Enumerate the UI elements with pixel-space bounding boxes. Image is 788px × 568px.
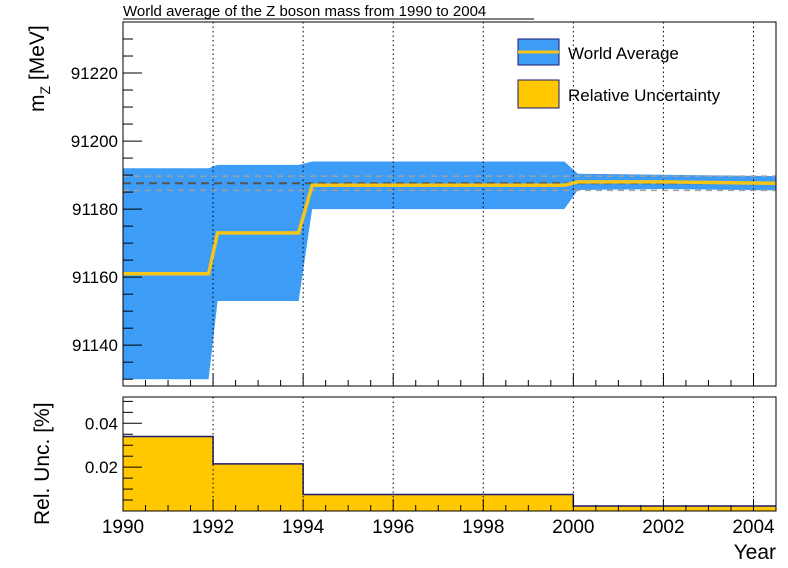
top-y-tick-label-91220: 91220 <box>71 64 118 83</box>
legend-label-world-average: World Average <box>568 44 679 63</box>
top-plot-frame <box>122 21 777 387</box>
bottom-y-ticks: 0.02 0.04 <box>85 400 142 501</box>
y-axis-unit: [MeV] <box>26 25 49 86</box>
world-average-line <box>123 180 777 276</box>
bottom-panel: 0.02 0.04 1990 1992 1994 1996 1998 2000 2002 200… <box>31 396 777 564</box>
relative-uncertainty-area <box>123 436 776 511</box>
x-tick-label-1996: 1996 <box>372 517 414 538</box>
world-average-line-group <box>123 180 777 276</box>
bottom-y-axis-title: Rel. Unc. [%] <box>31 402 54 525</box>
bottom-y-tick-label-0.04: 0.04 <box>85 414 118 433</box>
top-panel: 91140 91160 91180 91200 91220 World average … <box>26 3 777 387</box>
world-average-band-group <box>123 161 776 380</box>
top-y-tick-label-91180: 91180 <box>72 200 118 219</box>
world-average-uncertainty-band <box>123 161 776 380</box>
x-tick-label-1998: 1998 <box>462 517 504 538</box>
legend: World Average Relative Uncertainty <box>517 38 721 109</box>
chart-title: World average of the Z boson mass from 1… <box>123 3 486 20</box>
bottom-x-ticks: 1990 1992 1994 1996 1998 2000 2002 2004 <box>102 499 777 538</box>
x-tick-label-2000: 2000 <box>552 517 594 538</box>
top-y-tick-label-91200: 91200 <box>71 132 118 151</box>
y-axis-subscript: Z <box>37 86 53 95</box>
x-axis-title: Year <box>734 541 776 564</box>
x-tick-label-1992: 1992 <box>192 517 234 538</box>
bottom-plot-frame <box>122 396 777 512</box>
top-x-ticks <box>122 374 777 386</box>
x-tick-label-1990: 1990 <box>102 517 144 538</box>
bottom-grid-lines <box>212 397 754 511</box>
x-tick-label-2004: 2004 <box>732 517 775 538</box>
top-y-axis-title: mZ [MeV] <box>26 25 53 112</box>
top-y-tick-label-91140: 91140 <box>72 336 118 355</box>
reference-band-lines <box>123 175 776 192</box>
top-y-tick-label-91160: 91160 <box>72 268 118 287</box>
x-tick-label-2002: 2002 <box>642 517 684 538</box>
bottom-y-tick-label-0.02: 0.02 <box>85 458 118 477</box>
y-axis-symbol: m <box>26 95 49 113</box>
legend-swatch-relative-uncertainty <box>517 79 560 109</box>
x-tick-label-1994: 1994 <box>282 517 325 538</box>
top-y-ticks: 91140 91160 91180 91200 91220 <box>71 38 142 380</box>
legend-label-relative-uncertainty: Relative Uncertainty <box>568 86 721 105</box>
